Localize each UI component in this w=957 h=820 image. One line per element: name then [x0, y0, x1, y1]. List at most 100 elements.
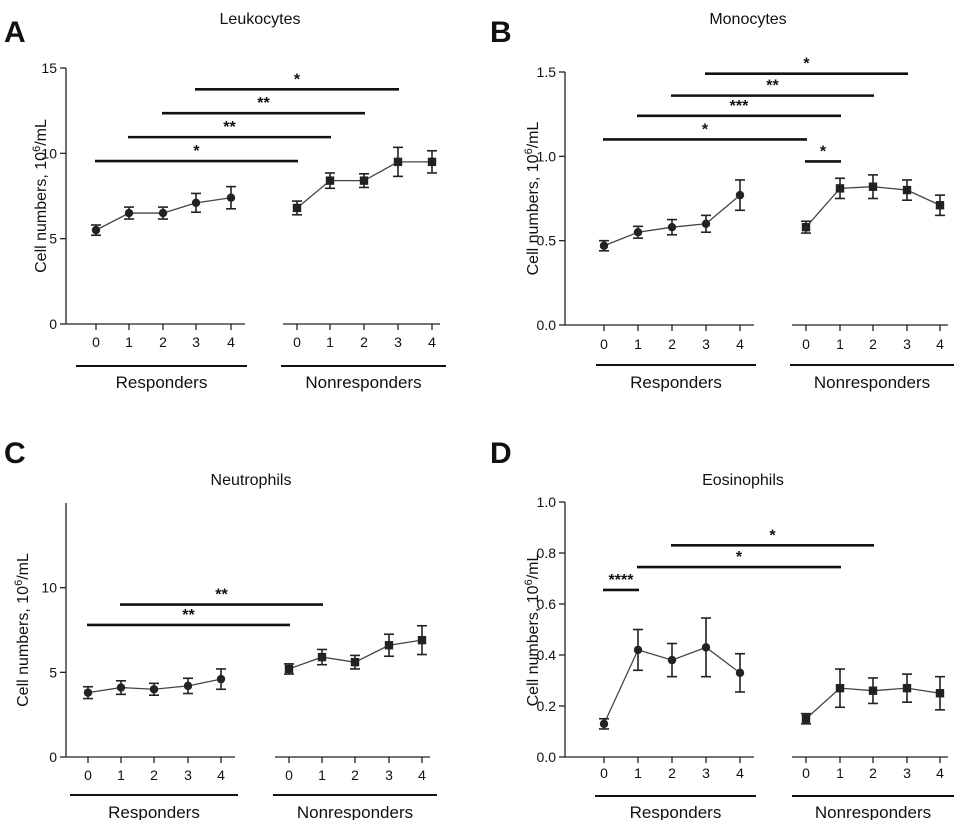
data-point [835, 683, 845, 693]
series-responders [599, 179, 745, 252]
x-tick-label: 3 [184, 767, 192, 783]
y-tick-label: 0 [49, 316, 57, 332]
series-nonresponders [284, 624, 427, 675]
significance-label: * [193, 143, 200, 160]
panel-letter: A [4, 16, 26, 49]
panel-c: C Neutrophils 0 5 10 0 1 2 3 4 0 1 2 3 4 Responders Nonr… [4, 437, 437, 820]
data-point [350, 657, 360, 667]
x-tick-label: 1 [634, 336, 642, 352]
x-tick-label: 1 [836, 765, 844, 781]
y-tick-label: 0.2 [537, 698, 557, 714]
x-tick-label: 2 [159, 334, 167, 350]
x-tick-label: 0 [802, 336, 810, 352]
data-point [935, 689, 945, 698]
data-point [317, 652, 327, 662]
group-label: Responders [108, 803, 200, 820]
data-point [599, 719, 609, 729]
data-point [226, 193, 236, 202]
x-tick-label: 0 [600, 336, 608, 352]
panel-letter: B [490, 16, 512, 49]
panel-title: Eosinophils [702, 472, 784, 489]
data-point [835, 184, 845, 193]
y-tick-label: 0 [49, 749, 57, 765]
panel-b: B Monocytes 0.0 0.5 1.0 1.5 0 1 2 3 4 0 1 2 3 4 Responde… [490, 11, 954, 392]
x-tick-label: 4 [227, 334, 235, 350]
data-point [149, 685, 159, 694]
x-tick-label: 4 [418, 767, 426, 783]
panel-a: A Leukocytes 0 5 10 15 0 1 2 3 4 0 1 2 3 4 Responders Non… [4, 11, 446, 392]
data-point [801, 714, 811, 723]
data-point [417, 635, 427, 645]
x-tick-label: 1 [125, 334, 133, 350]
y-tick-label: 1.5 [537, 64, 557, 80]
x-tick-label: 2 [351, 767, 359, 783]
data-point [427, 157, 437, 167]
y-tick-label: 0.5 [537, 233, 557, 249]
data-point [384, 641, 394, 650]
y-tick-label: 1.0 [537, 494, 557, 510]
panel-title: Neutrophils [211, 472, 292, 489]
x-tick-label: 0 [84, 767, 92, 783]
series-responders [599, 617, 745, 730]
y-axis-label: Cell numbers, 106/mL [31, 119, 50, 273]
y-axis-label: Cell numbers, 106/mL [13, 553, 32, 707]
x-tick-label: 4 [936, 765, 944, 781]
data-point [868, 182, 878, 191]
significance-label: ** [182, 607, 195, 624]
significance-label: * [769, 527, 776, 544]
x-tick-label: 1 [836, 336, 844, 352]
x-tick-label: 0 [293, 334, 301, 350]
group-label: Responders [116, 373, 208, 392]
x-tick-label: 0 [92, 334, 100, 350]
data-point [216, 674, 226, 684]
panel-title: Monocytes [709, 11, 786, 28]
x-tick-label: 4 [736, 765, 744, 781]
x-tick-label: 3 [385, 767, 393, 783]
y-tick-label: 0.4 [537, 647, 557, 663]
significance-label: * [803, 56, 810, 73]
y-tick-label: 10 [41, 145, 57, 161]
y-tick-label: 0.8 [537, 545, 557, 561]
significance-label: ** [257, 95, 270, 112]
x-tick-label: 1 [326, 334, 334, 350]
data-point [83, 688, 93, 697]
series-nonresponders [801, 174, 945, 234]
x-tick-label: 0 [600, 765, 608, 781]
group-label: Responders [630, 803, 722, 820]
data-point [191, 198, 201, 208]
data-point [735, 668, 745, 678]
data-point [701, 219, 711, 228]
y-tick-label: 0.0 [537, 317, 557, 333]
significance-label: ** [223, 119, 236, 136]
significance-label: * [820, 143, 827, 160]
x-tick-label: 2 [668, 336, 676, 352]
data-point [325, 176, 335, 185]
data-point [633, 645, 643, 655]
x-tick-label: 1 [318, 767, 326, 783]
series-responders [91, 185, 236, 237]
data-point [902, 683, 912, 693]
x-tick-label: 2 [869, 336, 877, 352]
group-label: Nonresponders [305, 373, 421, 392]
data-point [735, 190, 745, 200]
data-point [292, 203, 302, 213]
data-point [158, 208, 168, 218]
y-tick-label: 1.0 [537, 148, 557, 164]
panel-letter: D [490, 437, 512, 470]
data-point [124, 208, 134, 218]
data-point [701, 643, 711, 652]
x-tick-label: 0 [285, 767, 293, 783]
data-point [359, 176, 369, 185]
data-point [902, 185, 912, 195]
x-tick-label: 3 [394, 334, 402, 350]
x-tick-label: 3 [903, 765, 911, 781]
data-point [284, 664, 294, 674]
panel-d: D Eosinophils 0.0 0.2 0.4 0.6 0.8 1.0 0 1 2 3 4 0 1 2 3 4… [490, 437, 954, 820]
y-tick-label: 10 [41, 580, 57, 596]
data-point [91, 225, 101, 235]
y-tick-label: 0.0 [537, 749, 557, 765]
x-tick-label: 2 [869, 765, 877, 781]
series-responders [83, 668, 226, 700]
y-axis-label: Cell numbers, 106/mL [523, 553, 542, 707]
